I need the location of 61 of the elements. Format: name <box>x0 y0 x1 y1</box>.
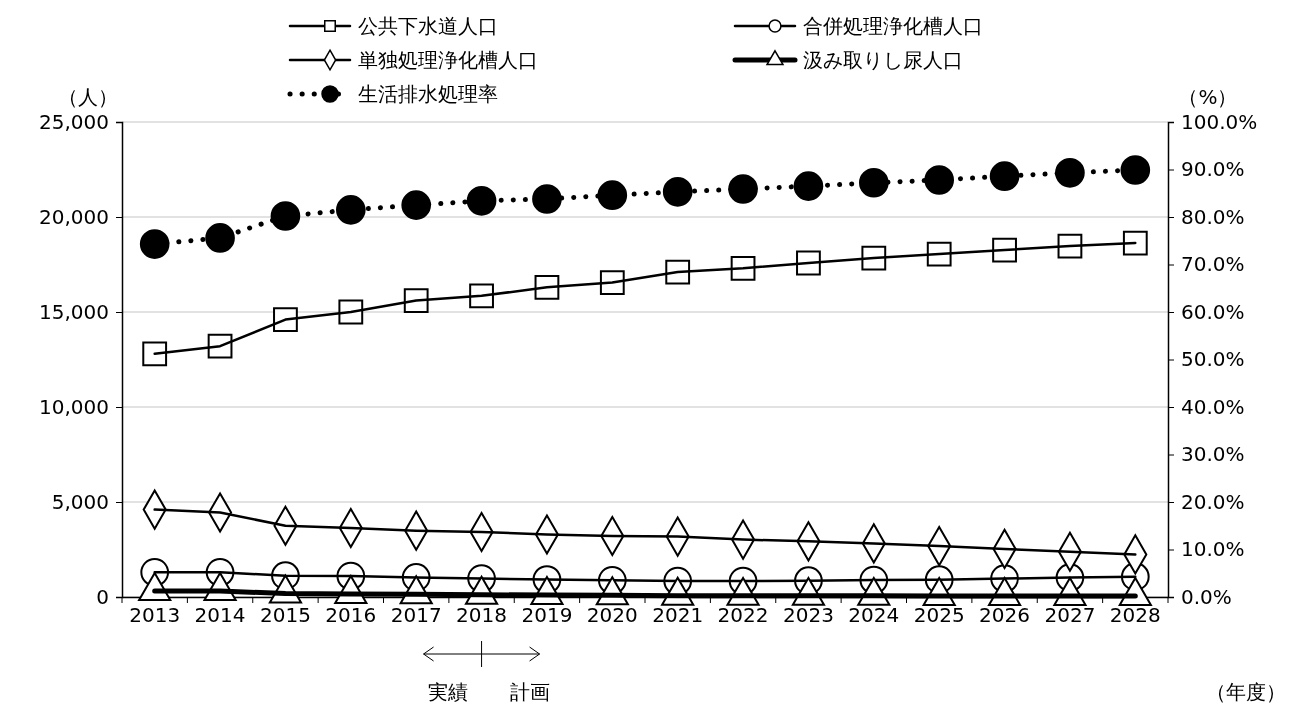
x-tick-label: 2016 <box>325 603 377 627</box>
point <box>924 165 955 195</box>
x-tick-label: 2023 <box>782 603 834 627</box>
x-tick-label: 2026 <box>979 603 1031 627</box>
point <box>597 180 628 210</box>
x-tick-label: 2013 <box>129 603 181 627</box>
x-tick-label: 2019 <box>521 603 573 627</box>
point <box>335 195 366 225</box>
x-tick-label: 2025 <box>913 603 965 627</box>
point <box>532 184 562 214</box>
legend-label: 単独処理浄化槽人口 <box>358 48 538 72</box>
point <box>1055 158 1085 188</box>
point <box>139 229 170 259</box>
y2-tick-label: 70.0% <box>1181 252 1245 277</box>
text: 実績 <box>427 680 468 704</box>
x-tick-label: 2014 <box>194 603 246 627</box>
y2-tick-label: 20.0% <box>1181 489 1245 514</box>
point <box>1122 230 1148 256</box>
y2-tick-label: 50.0% <box>1181 347 1245 372</box>
point <box>466 186 497 216</box>
y-tick-label: 10,000 <box>39 394 109 419</box>
y2-tick-label: 90.0% <box>1181 157 1245 182</box>
x-tick-label: 2028 <box>1109 603 1161 627</box>
y2-tick-label: 80.0% <box>1181 204 1245 229</box>
x-tick-label: 2021 <box>652 603 704 627</box>
text: 計画 <box>509 680 550 704</box>
y2-tick-label: 0.0% <box>1181 584 1232 609</box>
point <box>401 190 432 220</box>
x-tick-label: 2024 <box>848 603 900 627</box>
y-tick-label: 20,000 <box>39 204 109 229</box>
point <box>205 223 235 253</box>
point <box>270 201 301 231</box>
text: （年度） <box>1206 680 1286 704</box>
y2-axis-title: （%） <box>1178 85 1238 109</box>
y2-tick-label: 40.0% <box>1181 394 1245 419</box>
legend-label: 合併処理浄化槽人口 <box>803 14 983 38</box>
point <box>142 341 168 367</box>
x-tick-label: 2022 <box>717 603 769 627</box>
legend-label: 汲み取りし尿人口 <box>803 48 963 72</box>
y2-tick-label: 60.0% <box>1181 299 1245 324</box>
x-tick-label: 2015 <box>259 603 311 627</box>
y-tick-label: 25,000 <box>39 109 109 134</box>
point <box>728 174 758 204</box>
point <box>858 168 889 198</box>
x-tick-label: 2027 <box>1044 603 1096 627</box>
y2-tick-label: 30.0% <box>1181 442 1245 467</box>
x-tick-label: 2020 <box>586 603 638 627</box>
point <box>1120 155 1151 185</box>
point <box>662 177 693 207</box>
legend-label: 生活排水処理率 <box>358 82 498 106</box>
y-tick-label: 0 <box>96 584 109 609</box>
point <box>989 161 1020 191</box>
y2-tick-label: 100.0% <box>1181 109 1258 134</box>
legend-label: 公共下水道人口 <box>358 14 498 38</box>
x-tick-label: 2018 <box>456 603 508 627</box>
point <box>793 171 824 201</box>
y-axis-title: （人） <box>58 85 118 109</box>
x-tick-label: 2017 <box>390 603 442 627</box>
y-tick-label: 15,000 <box>39 299 109 324</box>
y-tick-label: 5,000 <box>51 489 109 514</box>
y2-tick-label: 10.0% <box>1181 537 1245 562</box>
